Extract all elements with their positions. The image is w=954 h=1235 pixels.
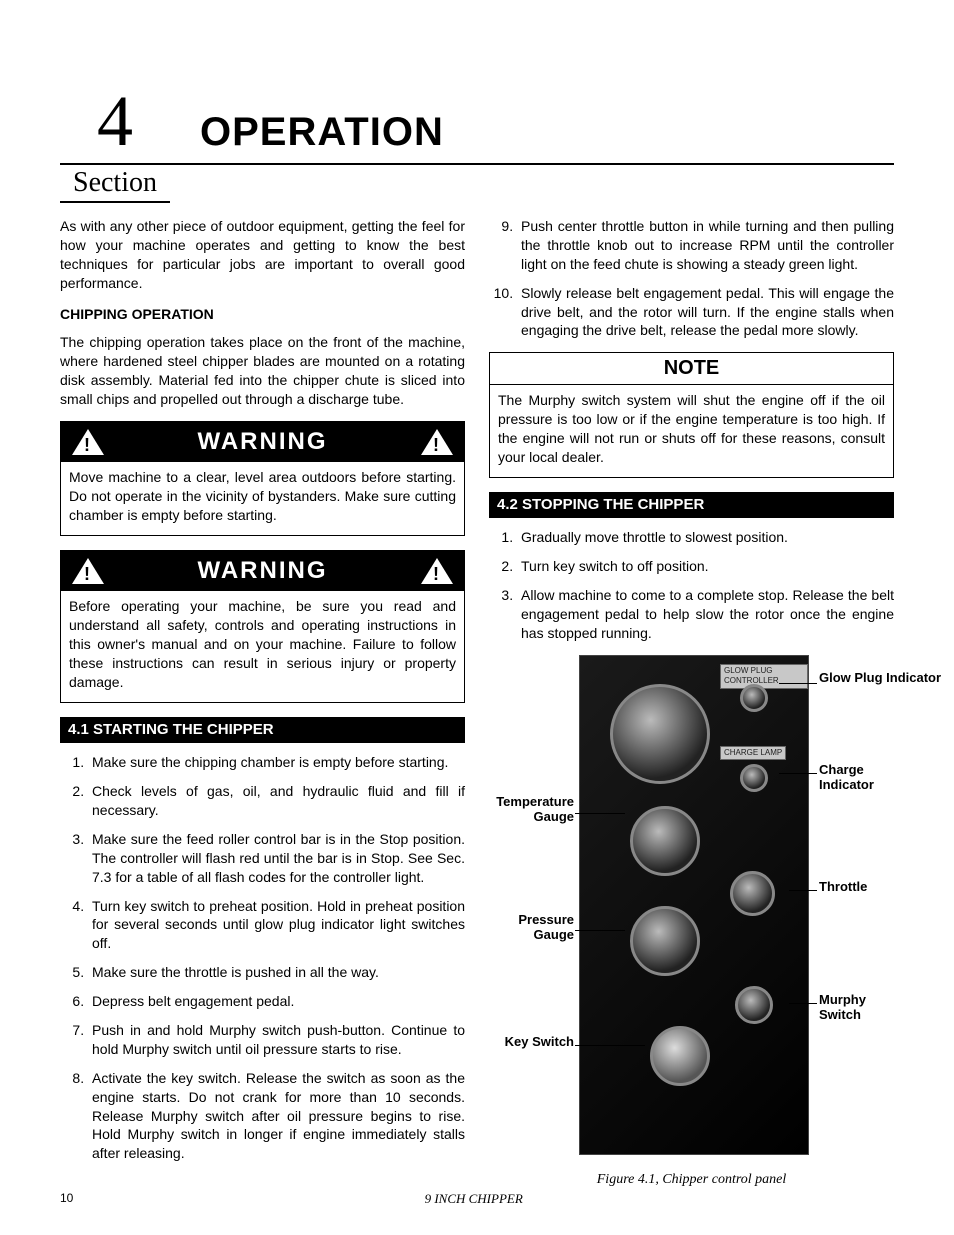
svg-text:!: ! [84,435,92,455]
svg-text:!: ! [84,564,92,584]
list-item: Slowly release belt engagement pedal. Th… [517,284,894,341]
leader-line [575,813,625,815]
murphy-switch [735,986,773,1024]
note-box: NOTE The Murphy switch system will shut … [489,352,894,478]
leader-line [779,683,817,685]
warning-label: WARNING [198,426,328,458]
warning-triangle-icon: ! [71,557,105,585]
warning-body-2: Before operating your machine, be sure y… [61,591,464,701]
warning-triangle-icon: ! [420,428,454,456]
warning-body-1: Move machine to a clear, level area outd… [61,462,464,535]
starting-steps-continued: Push center throttle button in while tur… [489,217,894,340]
list-item: Allow machine to come to a complete stop… [517,586,894,643]
starting-steps-list: Make sure the chipping chamber is empty … [60,753,465,1163]
chapter-header: 4 OPERATION [60,80,894,165]
note-body: The Murphy switch system will shut the e… [490,385,893,477]
list-item: Make sure the feed roller control bar is… [88,830,465,887]
temperature-gauge [630,806,700,876]
list-item: Gradually move throttle to slowest posit… [517,528,894,547]
list-item: Make sure the throttle is pushed in all … [88,963,465,982]
callout-throttle: Throttle [819,880,867,895]
pressure-gauge [630,906,700,976]
list-item: Push in and hold Murphy switch push-butt… [88,1021,465,1059]
svg-text:!: ! [433,435,441,455]
warning-label: WARNING [198,555,328,587]
right-column: Push center throttle button in while tur… [489,217,894,1190]
chipping-paragraph: The chipping operation takes place on th… [60,333,465,409]
two-column-layout: As with any other piece of outdoor equip… [60,217,894,1190]
leader-line [789,890,817,892]
list-item: Turn key switch to preheat position. Hol… [88,897,465,954]
callout-temperature: Temperature Gauge [489,795,574,825]
list-item: Make sure the chipping chamber is empty … [88,753,465,772]
chipping-heading: CHIPPING OPERATION [60,305,465,324]
key-switch [650,1026,710,1086]
figure-4-1: GLOW PLUG CONTROLLER CHARGE LAMP Glow Pl… [489,655,894,1190]
control-panel-image: GLOW PLUG CONTROLLER CHARGE LAMP [579,655,809,1155]
chapter-number: 4 [60,80,170,163]
left-column: As with any other piece of outdoor equip… [60,217,465,1190]
charge-light [740,764,768,792]
callout-glow-plug: Glow Plug Indicator [819,671,941,686]
list-item: Depress belt engagement pedal. [88,992,465,1011]
list-item: Turn key switch to off position. [517,557,894,576]
tachometer-gauge [610,684,710,784]
charge-lamp-panel-label: CHARGE LAMP [720,746,786,761]
leader-line [789,1003,817,1005]
glow-plug-light [740,684,768,712]
page-footer: 10 9 INCH CHIPPER [60,1191,894,1207]
chapter-title: OPERATION [200,110,444,155]
warning-triangle-icon: ! [71,428,105,456]
svg-text:!: ! [433,564,441,584]
list-item: Activate the key switch. Release the swi… [88,1069,465,1163]
warning-box-1: ! WARNING ! Move machine to a clear, lev… [60,421,465,536]
callout-key: Key Switch [489,1035,574,1050]
section-4-2-heading: 4.2 STOPPING THE CHIPPER [489,492,894,518]
intro-paragraph: As with any other piece of outdoor equip… [60,217,465,293]
warning-triangle-icon: ! [420,557,454,585]
throttle-knob [730,871,775,916]
callout-charge: ChargeIndicator [819,763,874,793]
leader-line [779,773,817,775]
list-item: Push center throttle button in while tur… [517,217,894,274]
leader-line [575,1045,645,1047]
leader-line [575,930,625,932]
section-label: Section [60,167,170,203]
stopping-steps-list: Gradually move throttle to slowest posit… [489,528,894,642]
glow-plug-panel-label: GLOW PLUG CONTROLLER [720,664,808,690]
page-number: 10 [60,1191,73,1207]
callout-murphy: MurphySwitch [819,993,866,1023]
section-4-1-heading: 4.1 STARTING THE CHIPPER [60,717,465,743]
callout-pressure: Pressure Gauge [489,913,574,943]
footer-doc-title: 9 INCH CHIPPER [425,1191,523,1207]
list-item: Check levels of gas, oil, and hydraulic … [88,782,465,820]
warning-header: ! WARNING ! [61,551,464,591]
warning-header: ! WARNING ! [61,422,464,462]
note-label: NOTE [490,353,893,385]
warning-box-2: ! WARNING ! Before operating your machin… [60,550,465,703]
figure-caption: Figure 4.1, Chipper control panel [489,1171,894,1190]
